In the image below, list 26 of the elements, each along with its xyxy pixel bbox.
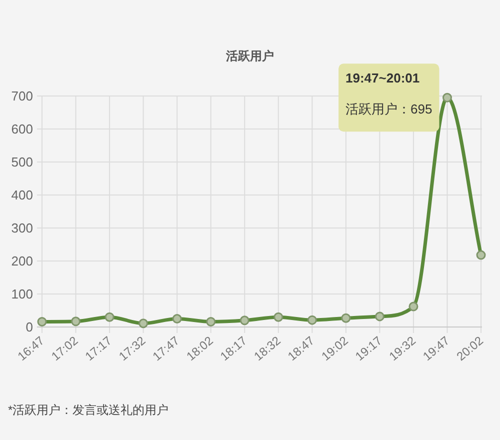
point <box>206 316 216 326</box>
text: *活跃用户：发言或送礼的用户 <box>8 403 169 417</box>
point <box>476 250 486 260</box>
point <box>71 316 81 326</box>
point <box>172 314 182 324</box>
y-tick-label: 0 <box>26 320 33 334</box>
y-tick-label: 100 <box>11 286 33 302</box>
y-tick-label: 600 <box>11 122 33 136</box>
point <box>374 312 384 322</box>
point <box>37 316 47 326</box>
y-tick-label: 500 <box>11 154 33 170</box>
point <box>442 92 452 102</box>
point <box>408 302 418 312</box>
chart-title: 活跃用户 <box>225 49 274 63</box>
y-tick-label: 400 <box>11 188 33 202</box>
point <box>104 312 114 322</box>
annotation: 活跃用户：695 <box>346 102 432 117</box>
point <box>240 316 250 326</box>
annotation: 19:47~20:01 <box>346 70 420 86</box>
point <box>341 313 351 323</box>
point <box>307 315 317 325</box>
y-tick-label: 300 <box>11 220 33 236</box>
y-tick-label: 200 <box>11 254 33 268</box>
point <box>138 318 148 328</box>
point <box>274 312 284 322</box>
y-tick-label: 700 <box>11 88 33 104</box>
